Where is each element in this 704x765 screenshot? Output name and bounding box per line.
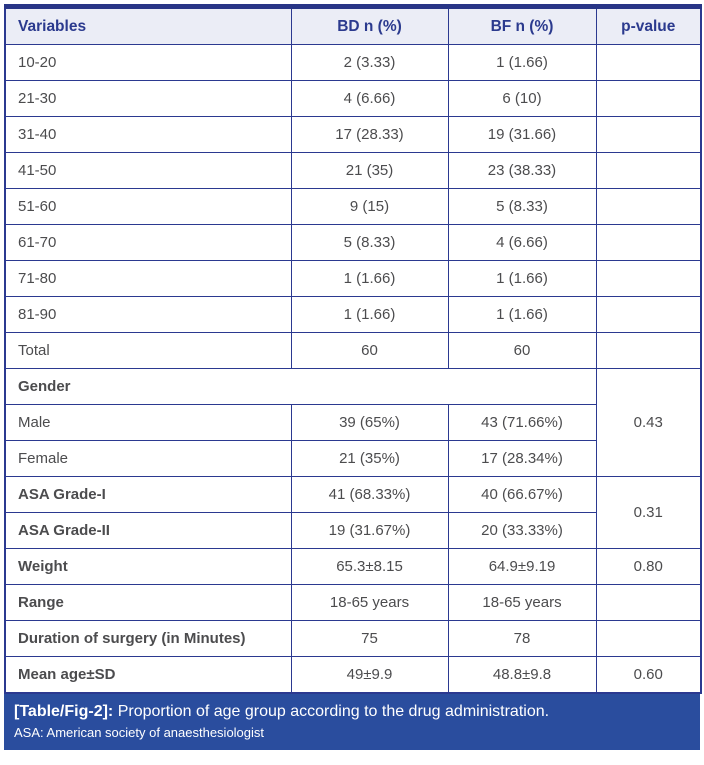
value-cell: 4 (6.66) xyxy=(290,80,449,117)
value-cell: 60 xyxy=(447,332,597,369)
value-cell: 78 xyxy=(447,620,597,657)
value-cell: 18-65 years xyxy=(290,584,449,621)
value-cell xyxy=(595,584,702,621)
row-label-cell: 31-40 xyxy=(4,116,292,153)
row-label-cell: Total xyxy=(4,332,292,369)
value-cell: 1 (1.66) xyxy=(290,260,449,297)
value-cell: 6 (10) xyxy=(447,80,597,117)
value-cell: 40 (66.67%) xyxy=(447,476,597,513)
data-table: Variables BD n (%) BF n (%) p-value 10-20 2 … xyxy=(4,4,702,694)
table-row: 21-30 4 (6.66) 6 (10) xyxy=(4,80,702,117)
table-row: 71-80 1 (1.66) 1 (1.66) xyxy=(4,260,702,297)
column-header: p-value xyxy=(595,6,702,45)
value-cell: 2 (3.33) xyxy=(290,44,449,81)
column-header: BD n (%) xyxy=(290,6,449,45)
value-cell xyxy=(595,80,702,117)
value-cell xyxy=(595,44,702,81)
table-row: ASA Grade-II 19 (31.67%) 20 (33.33%) xyxy=(4,512,701,549)
value-cell: 18-65 years xyxy=(447,584,597,621)
value-cell: 1 (1.66) xyxy=(447,260,597,297)
table-row: Male 39 (65%) 43 (71.66%) xyxy=(4,404,701,441)
value-cell xyxy=(595,332,702,369)
row-label-cell: 41-50 xyxy=(4,152,292,189)
row-label-cell: 61-70 xyxy=(4,224,292,261)
value-cell: 0.60 xyxy=(595,656,702,693)
value-cell: 0.43 xyxy=(595,368,702,477)
row-label-cell: 21-30 xyxy=(4,80,292,117)
value-cell xyxy=(595,116,702,153)
row-label-cell: ASA Grade-I xyxy=(4,476,292,513)
value-cell: 19 (31.67%) xyxy=(290,512,449,549)
value-cell: 60 xyxy=(290,332,449,369)
table-row: 61-70 5 (8.33) 4 (6.66) xyxy=(4,224,702,261)
value-cell: 20 (33.33%) xyxy=(447,512,597,549)
row-label-cell: Mean age±SD xyxy=(4,656,292,693)
value-cell: 17 (28.33) xyxy=(290,116,449,153)
table-row: Gender 0.43 xyxy=(4,368,702,477)
table-row: 41-50 21 (35) 23 (38.33) xyxy=(4,152,702,189)
value-cell: 41 (68.33%) xyxy=(290,476,449,513)
table-body: 10-20 2 (3.33) 1 (1.66) 21-30 4 (6.66) 6 (10)… xyxy=(4,44,702,693)
table-row: Range 18-65 years 18-65 years xyxy=(4,584,702,621)
value-cell: 39 (65%) xyxy=(290,404,449,441)
value-cell: 23 (38.33) xyxy=(447,152,597,189)
value-cell: 75 xyxy=(290,620,449,657)
value-cell: 0.80 xyxy=(595,548,702,585)
value-cell: 21 (35%) xyxy=(290,440,449,477)
value-cell: 9 (15) xyxy=(290,188,449,225)
header-row: Variables BD n (%) BF n (%) p-value xyxy=(4,6,702,45)
row-label-cell: Range xyxy=(4,584,292,621)
row-label-cell: ASA Grade-II xyxy=(4,512,292,549)
row-label-cell: 10-20 xyxy=(4,44,292,81)
value-cell xyxy=(595,188,702,225)
value-cell xyxy=(595,620,702,657)
value-cell: 5 (8.33) xyxy=(447,188,597,225)
table-row: ASA Grade-I 41 (68.33%) 40 (66.67%) 0.31 xyxy=(4,476,702,549)
column-header: BF n (%) xyxy=(447,6,597,45)
caption-bar: [Table/Fig-2]: Proportion of age group a… xyxy=(4,693,700,750)
row-label-cell: 81-90 xyxy=(4,296,292,333)
value-cell: 0.31 xyxy=(595,476,702,549)
row-label-cell: 71-80 xyxy=(4,260,292,297)
value-cell: 1 (1.66) xyxy=(447,44,597,81)
value-cell: 4 (6.66) xyxy=(447,224,597,261)
row-label-cell: Female xyxy=(4,440,292,477)
value-cell xyxy=(595,260,702,297)
column-header: Variables xyxy=(4,6,292,45)
value-cell: 1 (1.66) xyxy=(290,296,449,333)
value-cell: 1 (1.66) xyxy=(447,296,597,333)
value-cell: 43 (71.66%) xyxy=(447,404,597,441)
table-row: Weight 65.3±8.15 64.9±9.19 0.80 xyxy=(4,548,702,585)
value-cell xyxy=(595,152,702,189)
caption-note: ASA: American society of anaesthesiologi… xyxy=(14,724,265,740)
table-header: Variables BD n (%) BF n (%) p-value xyxy=(4,6,702,45)
table-row: 10-20 2 (3.33) 1 (1.66) xyxy=(4,44,702,81)
table-row: 51-60 9 (15) 5 (8.33) xyxy=(4,188,702,225)
value-cell: 48.8±9.8 xyxy=(447,656,597,693)
value-cell xyxy=(595,224,702,261)
value-cell xyxy=(595,296,702,333)
table-row: Duration of surgery (in Minutes) 75 78 xyxy=(4,620,702,657)
value-cell: 17 (28.34%) xyxy=(447,440,597,477)
row-label-cell: 51-60 xyxy=(4,188,292,225)
table-row: 31-40 17 (28.33) 19 (31.66) xyxy=(4,116,702,153)
table-row: Total 60 60 xyxy=(4,332,702,369)
value-cell: 65.3±8.15 xyxy=(290,548,449,585)
caption-title: [Table/Fig-2]: Proportion of age group a… xyxy=(14,702,690,722)
table-row: Female 21 (35%) 17 (28.34%) xyxy=(4,440,701,477)
row-label-cell: Gender xyxy=(4,368,597,405)
value-cell: 49±9.9 xyxy=(290,656,449,693)
value-cell: 64.9±9.19 xyxy=(447,548,597,585)
value-cell: 19 (31.66) xyxy=(447,116,597,153)
row-label-cell: Weight xyxy=(4,548,292,585)
value-cell: 21 (35) xyxy=(290,152,449,189)
table-row: 81-90 1 (1.66) 1 (1.66) xyxy=(4,296,702,333)
table-row: Mean age±SD 49±9.9 48.8±9.8 0.60 xyxy=(4,656,702,693)
caption-label: [Table/Fig-2]: xyxy=(14,702,114,720)
caption-text: Proportion of age group according to the… xyxy=(113,702,550,720)
value-cell: 5 (8.33) xyxy=(290,224,449,261)
row-label-cell: Male xyxy=(4,404,292,441)
row-label-cell: Duration of surgery (in Minutes) xyxy=(4,620,292,657)
